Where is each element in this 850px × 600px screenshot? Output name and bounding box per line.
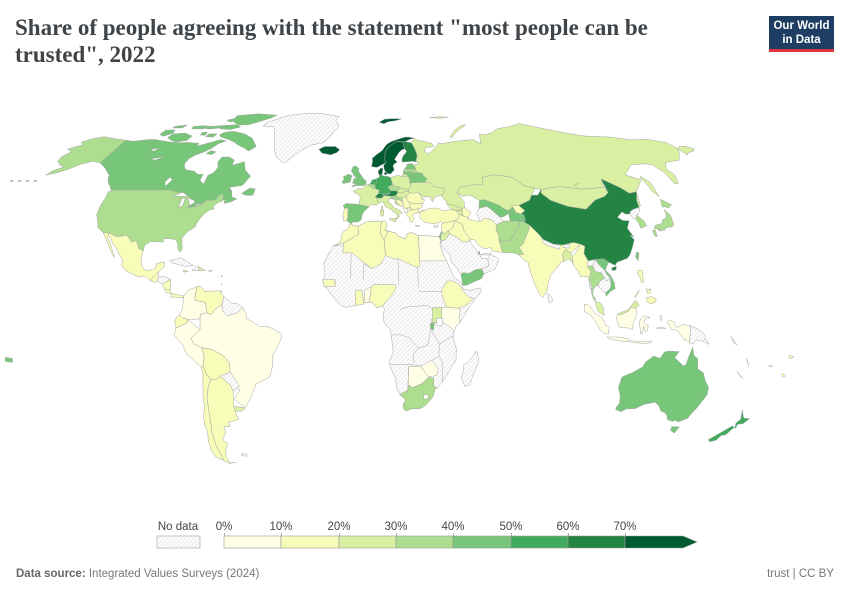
svg-text:70%: 70% xyxy=(613,521,636,533)
svg-text:20%: 20% xyxy=(327,521,350,533)
svg-text:50%: 50% xyxy=(499,521,522,533)
svg-text:60%: 60% xyxy=(556,521,579,533)
svg-text:No data: No data xyxy=(158,521,199,533)
svg-text:0%: 0% xyxy=(216,521,233,533)
svg-text:10%: 10% xyxy=(269,521,292,533)
svg-text:40%: 40% xyxy=(441,521,464,533)
svg-text:30%: 30% xyxy=(384,521,407,533)
